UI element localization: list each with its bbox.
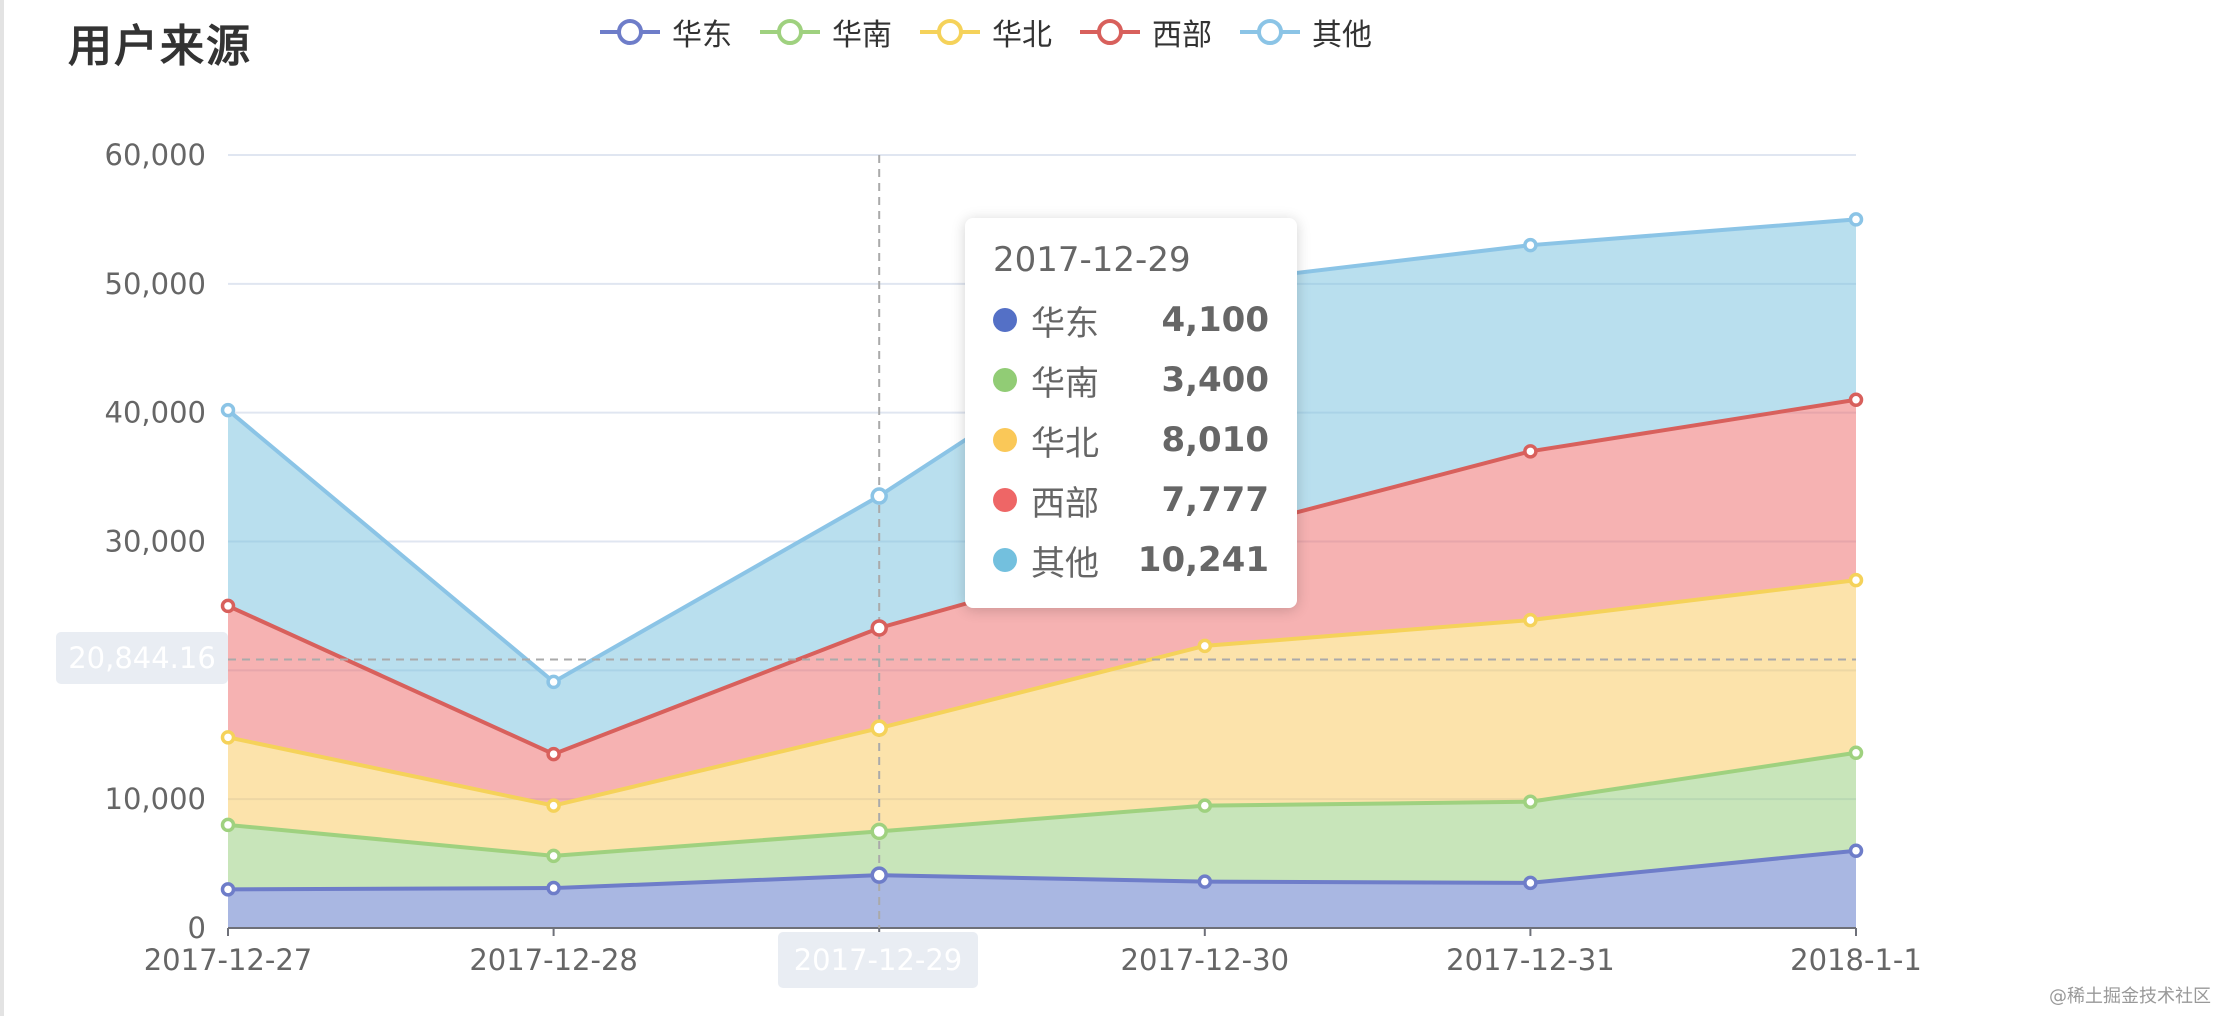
data-point [220,817,236,833]
legend: 华东 华南 华北 西部 其他 [600,10,1400,54]
data-point [1523,794,1538,809]
legend-label: 华北 [992,18,1052,53]
legend-marker-icon [920,19,980,45]
legend-item-其他[interactable]: 其他 [1240,10,1372,54]
data-point [220,598,236,614]
tooltip-series-name: 华东 [1031,303,1099,344]
x-tick-label: 2018-1-1 [1790,943,1922,977]
tooltip-title: 2017-12-29 [993,240,1191,280]
data-point [1523,444,1538,459]
tooltip-series-name: 其他 [1031,543,1099,584]
data-point [1197,874,1213,889]
series-line-华东 [227,848,1857,892]
y-tick-label: 10,000 [105,782,206,816]
axis-pointer-x-label: 2017-12-29 [778,932,978,988]
x-tick-label: 2017-12-30 [1121,943,1290,977]
data-point [1523,612,1538,628]
series-line-华南 [227,750,1857,858]
legend-marker-icon [1080,19,1140,45]
legend-item-华南[interactable]: 华南 [760,10,892,54]
y-tick-label: 50,000 [105,267,206,301]
legend-marker-icon [760,19,820,45]
axis-pointer-y-label: 20,844.16 [56,632,228,684]
data-point [220,402,236,418]
data-point [1523,237,1538,253]
legend-label: 华南 [832,18,892,53]
legend-marker-icon [600,19,660,45]
tooltip-series-name: 华北 [1031,423,1099,464]
data-point [1848,212,1864,227]
legend-label: 华东 [672,18,732,53]
tooltip-series-value: 4,100 [1161,300,1269,340]
tooltip-series-value: 3,400 [1161,360,1269,400]
area-华南 [228,752,1856,890]
tooltip-series-value: 10,241 [1137,540,1269,580]
tooltip-dot-icon [993,428,1017,452]
x-tick-label: 2017-12-27 [144,943,313,977]
data-point [1197,798,1213,813]
x-tick-label: 2017-12-31 [1446,943,1615,977]
tooltip: 2017-12-29 华东 4,100 华南 3,400 华北 8,010 西部… [965,218,1297,608]
data-point [870,619,888,637]
tooltip-row: 西部 7,777 [993,470,1269,530]
data-point [870,866,888,884]
tooltip-dot-icon [993,548,1017,572]
data-point [870,487,888,505]
y-tick-label: 0 [188,911,206,945]
tooltip-row: 华南 3,400 [993,350,1269,410]
data-point [546,746,561,762]
series-line-华北 [227,578,1857,808]
data-point [870,719,888,737]
data-point [546,848,561,864]
legend-item-华东[interactable]: 华东 [600,10,732,54]
legend-label: 其他 [1312,18,1372,53]
data-point [1197,638,1213,654]
data-point [1848,843,1864,858]
data-point [1848,745,1864,761]
data-point [870,822,888,841]
data-point [1523,875,1538,891]
tooltip-dot-icon [993,488,1017,512]
data-point [1848,572,1864,588]
tooltip-row: 华北 8,010 [993,410,1269,470]
tooltip-row: 华东 4,100 [993,290,1269,350]
tooltip-series-name: 西部 [1031,483,1099,524]
data-point [546,798,561,813]
legend-marker-icon [1240,19,1300,45]
chart-title: 用户来源 [68,21,252,72]
y-tick-label: 60,000 [105,138,206,172]
data-point [220,730,236,745]
legend-label: 西部 [1152,18,1212,53]
watermark: @稀土掘金技术社区 [2049,986,2211,1007]
data-point [1848,392,1864,408]
tooltip-series-name: 华南 [1031,363,1099,404]
left-edge-divider [0,0,4,1016]
data-point [546,674,561,690]
area-华东 [228,850,1856,928]
data-point [220,882,236,897]
tooltip-dot-icon [993,368,1017,392]
x-tick-label: 2017-12-28 [469,943,638,977]
tooltip-series-value: 7,777 [1161,480,1269,520]
y-tick-label: 30,000 [105,525,206,559]
legend-item-华北[interactable]: 华北 [920,10,1052,54]
tooltip-row: 其他 10,241 [993,530,1269,590]
tooltip-dot-icon [993,308,1017,332]
legend-item-西部[interactable]: 西部 [1080,10,1212,54]
y-tick-label: 40,000 [105,396,206,430]
data-point [546,880,561,896]
tooltip-series-value: 8,010 [1161,420,1269,460]
